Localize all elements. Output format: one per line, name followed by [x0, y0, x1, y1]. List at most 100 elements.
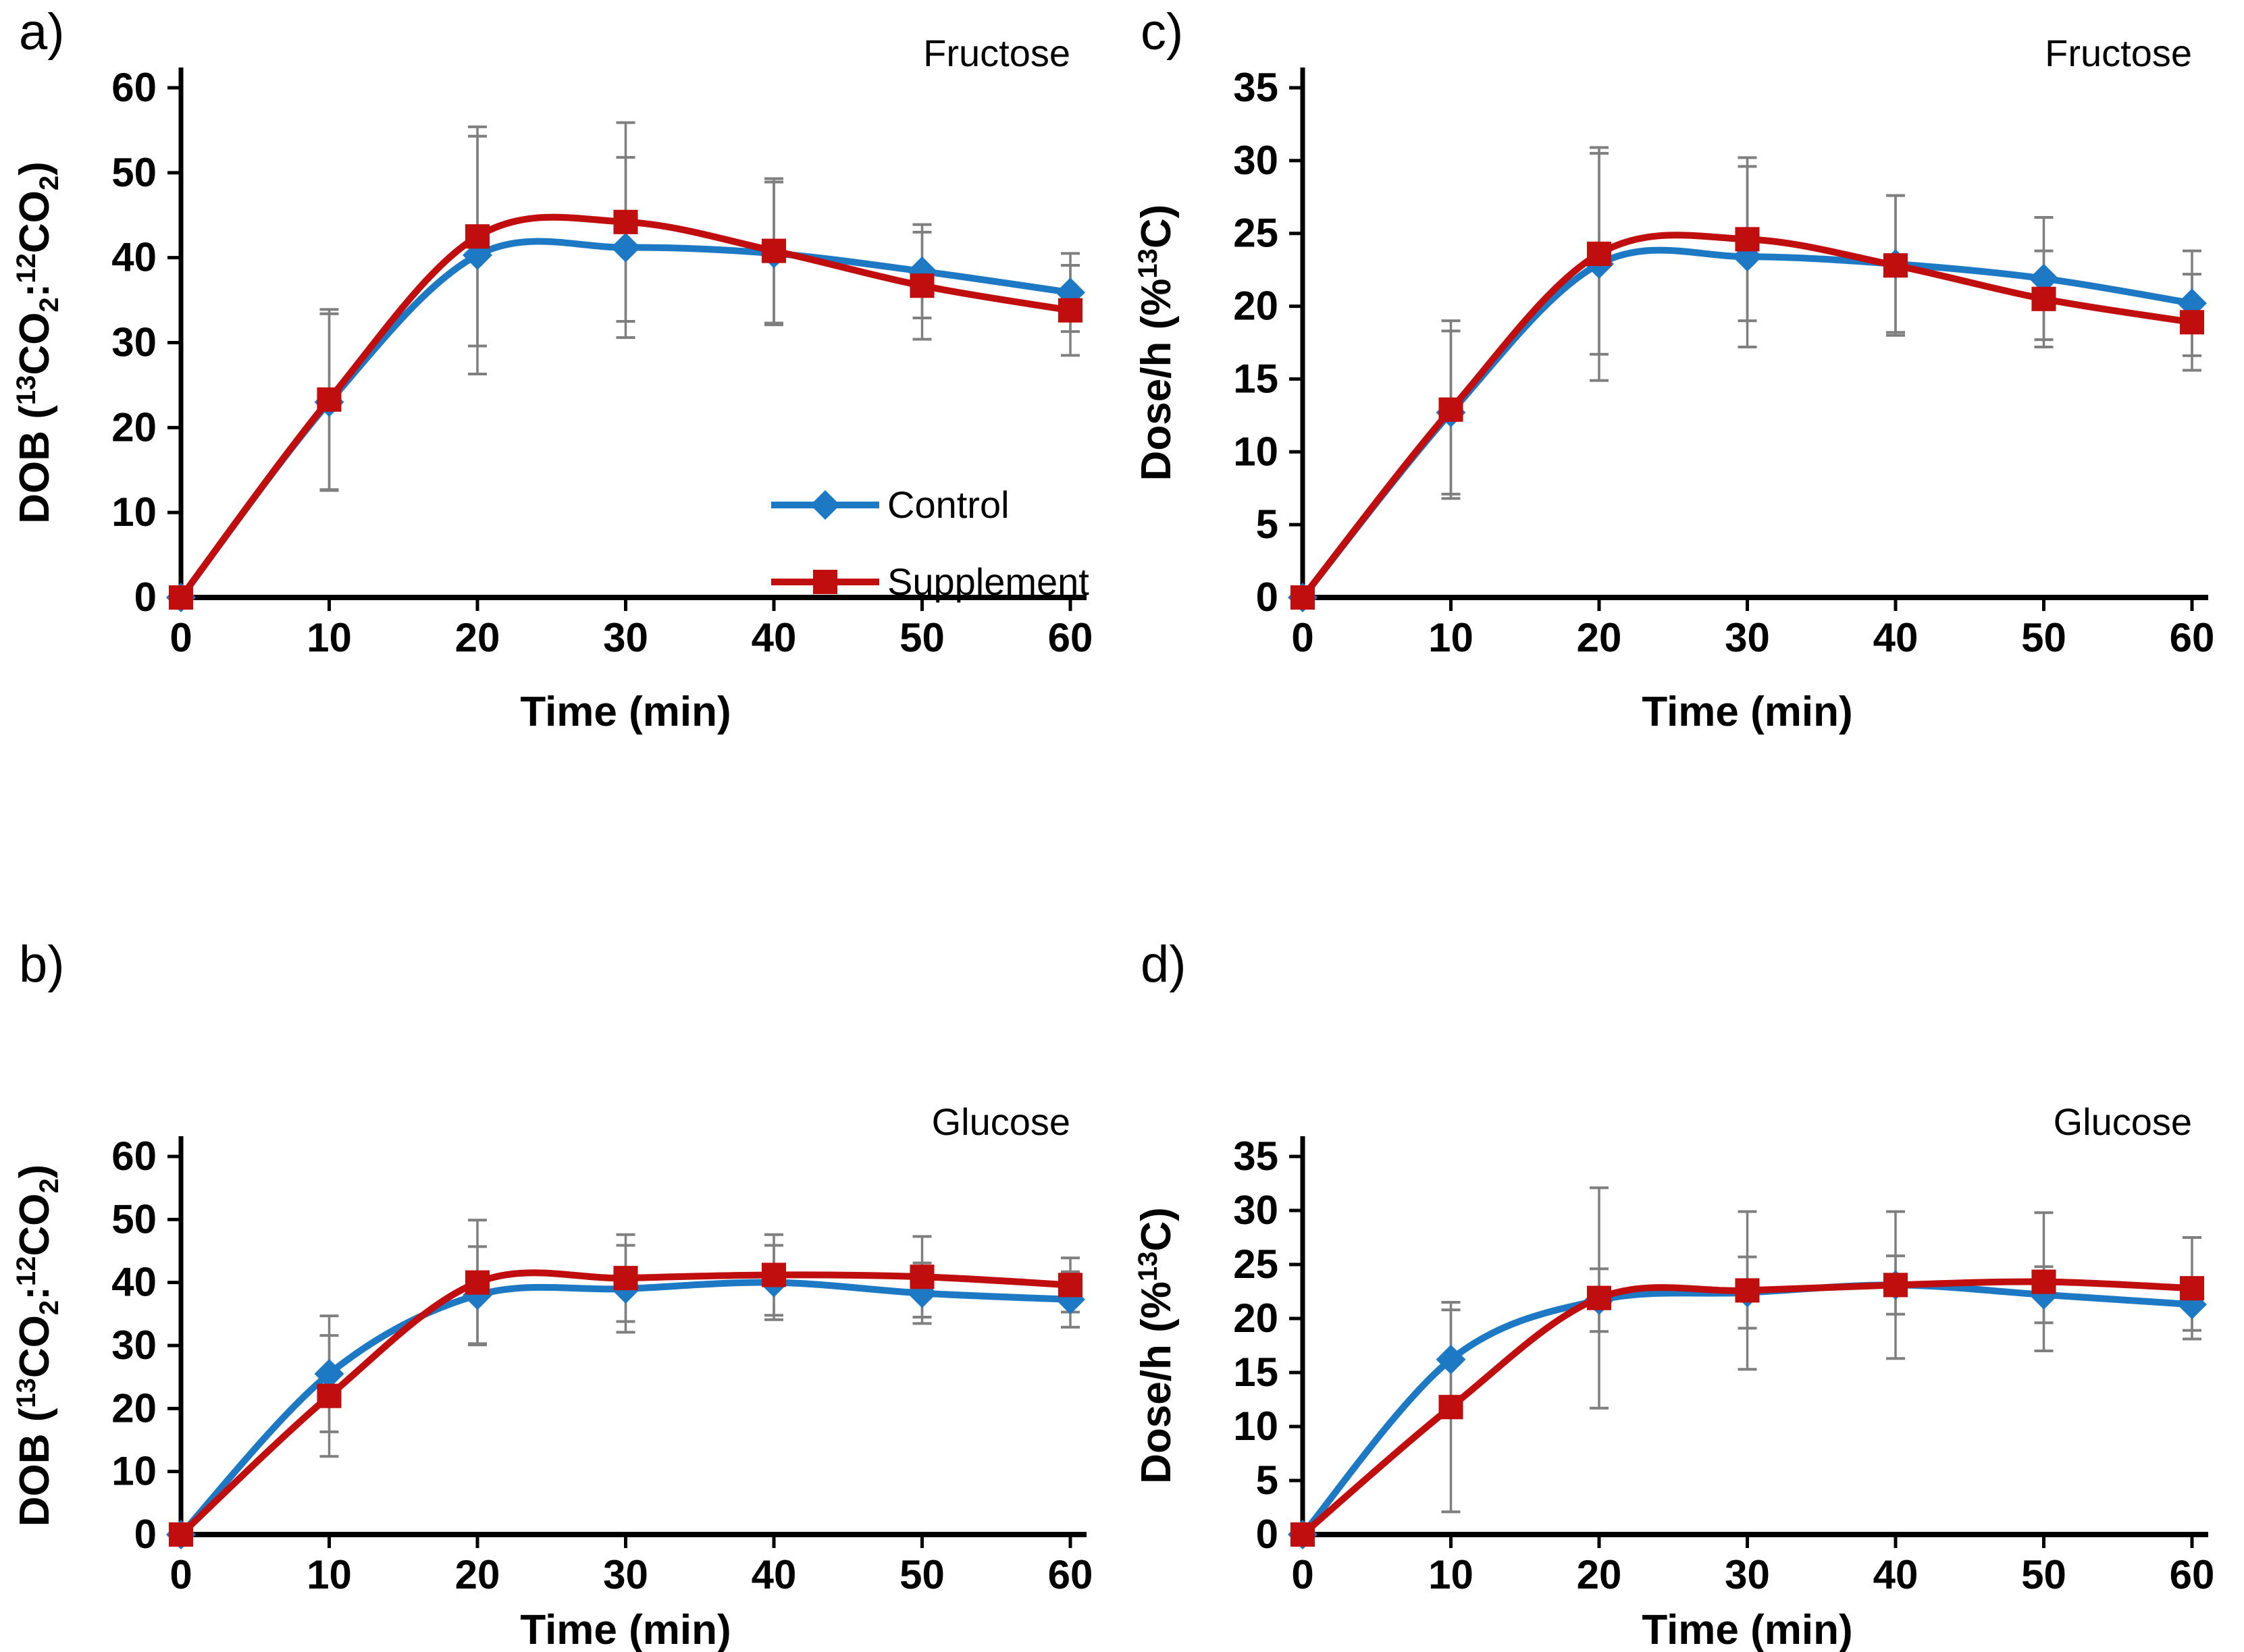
supplement-marker — [168, 1522, 194, 1547]
control-marker — [1436, 1344, 1466, 1375]
chart-c-dose-fructose: Fructose 0 5 10 15 20 25 30 35 0 10 20 30 40 50 60 Time … — [1133, 32, 2215, 735]
y-tick-label: 20 — [1233, 284, 1278, 329]
y-axis-title: DOB (13CO2:12CO2) — [11, 161, 64, 523]
x-axis-title: Time (min) — [1642, 1607, 1852, 1652]
supplement-marker — [761, 238, 787, 263]
y-tick-label: 10 — [111, 489, 157, 535]
supplement-marker — [1058, 298, 1083, 323]
supplement-marker — [1438, 397, 1463, 422]
x-tick-label: 40 — [752, 1552, 797, 1597]
y-tick-label: 35 — [1233, 65, 1278, 110]
y-tick-label: 40 — [111, 235, 157, 280]
panel-title: Fructose — [923, 32, 1070, 74]
y-tick-label: 25 — [1233, 211, 1278, 256]
x-tick-label: 40 — [1873, 615, 1919, 660]
x-tick-label: 50 — [2021, 615, 2066, 660]
x-tick-label: 10 — [307, 615, 352, 660]
supplement-marker — [1586, 1285, 1612, 1310]
x-tick-label: 0 — [1291, 615, 1313, 660]
x-tick-label: 20 — [1577, 1552, 1622, 1597]
y-tick-label: 25 — [1233, 1242, 1278, 1287]
y-tick-label: 60 — [111, 65, 157, 110]
supplement-marker — [168, 585, 194, 610]
x-tick-label: 20 — [455, 615, 500, 660]
supplement-marker — [910, 1264, 935, 1289]
control-marker — [2177, 1289, 2207, 1320]
y-tick-label: 10 — [1233, 1404, 1278, 1449]
supplement-marker — [465, 1270, 490, 1295]
supplement-marker — [2179, 1276, 2205, 1301]
control-marker — [463, 1280, 492, 1310]
supplement-marker — [1438, 1395, 1463, 1420]
legend-marker — [812, 569, 838, 595]
y-tick-label: 50 — [111, 150, 157, 195]
y-tick-label: 5 — [1256, 1458, 1278, 1503]
x-tick-label: 60 — [1048, 615, 1093, 660]
x-tick-label: 30 — [1725, 1552, 1770, 1597]
y-axis-title: DOB (13CO2:12CO2) — [11, 1165, 64, 1526]
y-tick-label: 60 — [111, 1134, 157, 1179]
y-tick-label: 10 — [1233, 429, 1278, 474]
supplement-marker — [1586, 241, 1612, 266]
supplement-marker — [613, 209, 638, 234]
y-tick-label: 30 — [111, 320, 157, 365]
legend-label: Supplement — [887, 560, 1089, 603]
y-tick-label: 30 — [1233, 1188, 1278, 1233]
supplement-marker — [2031, 1269, 2056, 1294]
control-marker — [610, 232, 641, 263]
panel-letter-d: d) — [1141, 936, 1186, 993]
x-tick-label: 30 — [603, 1552, 648, 1597]
x-tick-label: 30 — [1725, 615, 1770, 660]
panel-title: Fructose — [2045, 32, 2192, 74]
y-axis-title: Dose/h (%13C) — [1133, 205, 1180, 481]
supplement-marker — [1290, 1522, 1315, 1547]
x-tick-label: 10 — [307, 1552, 352, 1597]
control-marker — [314, 1359, 344, 1389]
x-tick-label: 60 — [1048, 1552, 1093, 1597]
chart-a-dob-fructose: Fructose 0 10 20 30 40 50 60 0 10 20 30 40 50 60 Time (… — [11, 32, 1093, 735]
x-tick-label: 60 — [2170, 1552, 2215, 1597]
x-tick-label: 0 — [1291, 1552, 1313, 1597]
x-axis-title: Time (min) — [520, 689, 731, 735]
x-tick-label: 10 — [1428, 615, 1473, 660]
panel-letter-c: c) — [1141, 3, 1184, 61]
y-tick-label: 40 — [111, 1260, 157, 1305]
x-tick-label: 40 — [1873, 1552, 1919, 1597]
y-tick-label: 0 — [134, 575, 157, 620]
y-tick-label: 0 — [134, 1512, 157, 1557]
panel-title: Glucose — [2054, 1100, 2192, 1143]
legend-marker — [810, 490, 840, 520]
supplement-marker — [1883, 253, 1908, 278]
x-tick-label: 30 — [603, 615, 648, 660]
panel-letter-b: b) — [19, 936, 65, 993]
y-tick-label: 10 — [111, 1449, 157, 1494]
y-tick-label: 15 — [1233, 1350, 1278, 1395]
x-tick-label: 20 — [1577, 615, 1622, 660]
panel-d: d) Glucose 0 5 10 15 20 25 30 35 0 10 20 30 40 50 60 Tim… — [1122, 826, 2244, 1652]
panel-a: a) Fructose 0 10 20 30 40 50 60 0 10 20 30 40 50 60 Tim… — [0, 0, 1122, 826]
y-tick-label: 30 — [111, 1323, 157, 1368]
y-tick-label: 5 — [1256, 502, 1278, 547]
x-tick-label: 50 — [899, 1552, 945, 1597]
x-tick-label: 0 — [169, 615, 192, 660]
supplement-marker — [910, 273, 935, 298]
y-tick-label: 20 — [111, 1385, 157, 1431]
x-tick-label: 20 — [455, 1552, 500, 1597]
y-tick-label: 30 — [1233, 138, 1278, 183]
y-axis-title: Dose/h (%13C) — [1133, 1207, 1180, 1484]
x-tick-label: 0 — [169, 1552, 192, 1597]
x-axis-title: Time (min) — [520, 1607, 731, 1652]
supplement-marker — [2031, 286, 2056, 311]
supplement-marker — [317, 387, 342, 412]
control-marker — [2029, 263, 2059, 294]
supplement-marker — [1735, 1278, 1760, 1303]
x-tick-label: 50 — [899, 615, 945, 660]
x-tick-label: 60 — [2170, 615, 2215, 660]
chart-b-dob-glucose: Glucose 0 10 20 30 40 50 60 0 10 20 30 40 50 60 Time (m… — [11, 1100, 1093, 1652]
x-axis-title: Time (min) — [1642, 689, 1852, 735]
x-tick-label: 10 — [1428, 1552, 1473, 1597]
legend-label: Control — [887, 483, 1010, 526]
supplement-marker — [1290, 585, 1315, 610]
supplement-marker — [1735, 227, 1760, 252]
supplement-marker — [613, 1266, 638, 1291]
